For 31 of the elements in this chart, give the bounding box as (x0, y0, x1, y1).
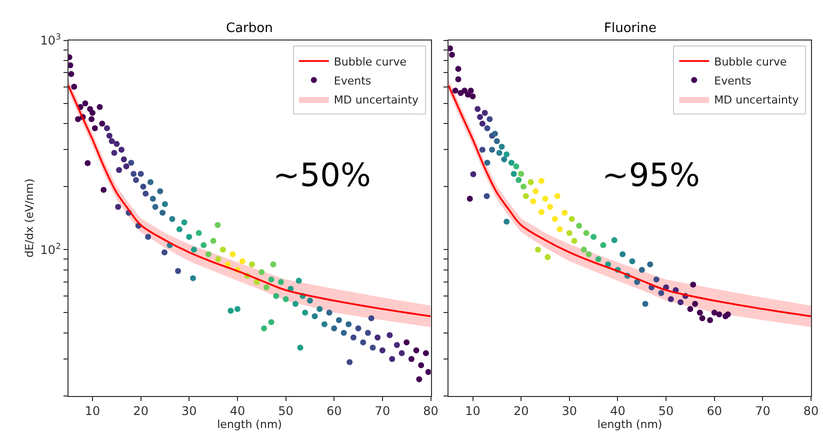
legend-label: MD uncertainty (714, 93, 800, 106)
y-axis-title: dE/dx (eV/nm) (22, 178, 36, 258)
x-tick-label: 30 (182, 404, 197, 418)
chart-title: Carbon (226, 21, 273, 36)
x-tick-label: 20 (133, 404, 148, 418)
x-axis-title: length (nm) (597, 418, 662, 432)
x-tick-label: 40 (610, 404, 626, 418)
x-axis-title: length (nm) (217, 418, 282, 432)
x-tick-label: 80 (803, 404, 819, 418)
y-tick-label: 10$^{3}$ (40, 32, 61, 48)
x-tick-label: 50 (658, 404, 674, 418)
legend-label: Bubble curve (714, 55, 788, 68)
x-tick-label: 70 (755, 404, 770, 418)
y-tick-label: 10$^{2}$ (40, 240, 61, 257)
legend-label: Events (334, 74, 372, 88)
x-tick-label: 20 (513, 404, 529, 418)
legend-label: Bubble curve (334, 55, 407, 68)
legend-label: MD uncertainty (334, 93, 420, 106)
x-tick-label: 60 (706, 404, 722, 418)
annotation: ~95% (602, 156, 700, 194)
x-tick-label: 50 (278, 404, 294, 418)
x-tick-label: 70 (374, 404, 390, 418)
x-tick-label: 60 (326, 404, 342, 418)
legend-label: Events (714, 74, 752, 88)
x-tick-label: 40 (230, 404, 246, 418)
x-tick-label: 10 (84, 404, 100, 418)
chart-title: Fluorine (604, 21, 656, 36)
x-tick-label: 30 (562, 404, 578, 418)
x-tick-label: 10 (465, 404, 480, 418)
annotation: ~50% (273, 156, 371, 194)
x-tick-label: 80 (423, 404, 438, 418)
